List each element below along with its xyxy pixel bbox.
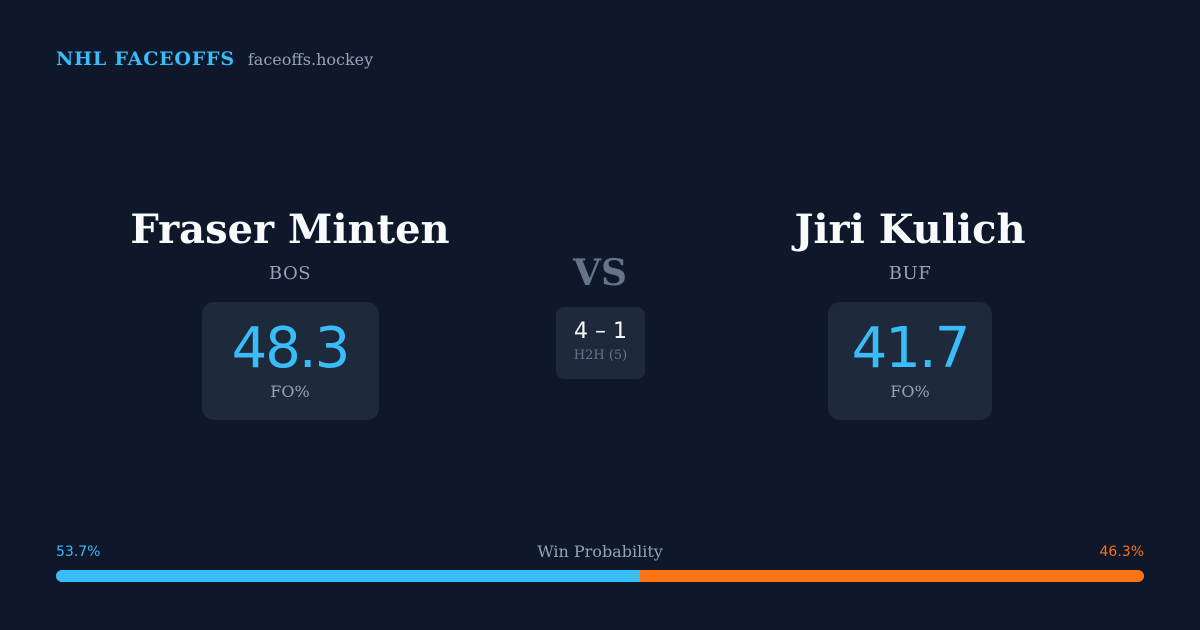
head-to-head-label: H2H (5) <box>573 348 628 363</box>
player-right-fo-value: 41.7 <box>851 316 971 381</box>
player-left-fo-value: 48.3 <box>231 316 351 381</box>
player-left-name: Fraser Minten <box>130 206 450 253</box>
win-probability-bar-left <box>56 570 641 582</box>
player-left-stat-card: 48.3 FO% <box>201 302 379 420</box>
win-probability-title: Win Probability <box>537 542 663 561</box>
win-probability-bar-right <box>640 570 1144 582</box>
player-right-name: Jiri Kulich <box>794 206 1026 253</box>
player-left: Fraser Minten BOS 48.3 FO% <box>90 200 490 420</box>
win-probability: 53.7% Win Probability 46.3% <box>56 542 1144 582</box>
win-probability-right-label: 46.3% <box>1099 544 1144 560</box>
player-left-fo-label: FO% <box>270 382 310 401</box>
brand-header: NHL FACEOFFS faceoffs.hockey <box>56 48 373 70</box>
player-left-team: BOS <box>268 263 312 284</box>
win-probability-labels: 53.7% Win Probability 46.3% <box>56 542 1144 564</box>
player-right-fo-label: FO% <box>890 382 930 401</box>
head-to-head-card: 4 – 1 H2H (5) <box>556 307 645 379</box>
win-probability-left-label: 53.7% <box>56 544 101 560</box>
player-right-team: BUF <box>888 263 932 284</box>
player-right: Jiri Kulich BUF 41.7 FO% <box>710 200 1110 420</box>
versus-label: VS <box>573 252 627 294</box>
win-probability-bar <box>56 570 1144 582</box>
player-right-stat-card: 41.7 FO% <box>828 302 992 420</box>
brand-title: NHL FACEOFFS <box>56 48 235 70</box>
brand-site: faceoffs.hockey <box>247 50 374 69</box>
head-to-head-score: 4 – 1 <box>574 319 627 344</box>
